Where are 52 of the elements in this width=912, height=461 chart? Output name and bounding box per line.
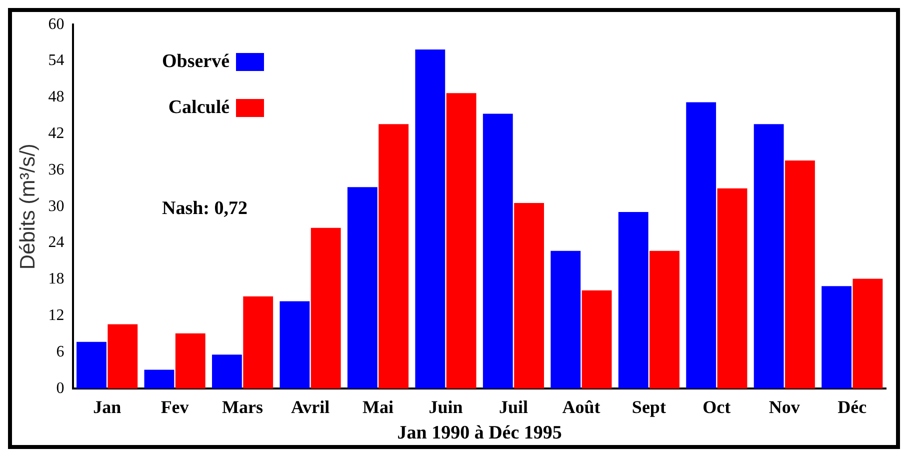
y-tick-label: 30 — [48, 198, 64, 215]
legend-label: Observé — [162, 51, 230, 73]
x-tick-label: Mai — [362, 397, 394, 418]
y-tick-label: 12 — [48, 307, 64, 324]
bar — [686, 102, 716, 389]
x-tick-label: Avril — [290, 397, 330, 418]
y-tick-label: 42 — [48, 125, 64, 142]
bar — [822, 286, 852, 389]
y-tick-label: 36 — [48, 161, 64, 178]
y-tick-label: 0 — [56, 380, 64, 397]
y-tick-label: 24 — [48, 234, 64, 252]
bar — [482, 114, 513, 389]
bar — [754, 124, 784, 389]
y-tick-label: 18 — [48, 270, 64, 288]
bar — [514, 202, 544, 389]
x-tick-label: Nov — [768, 397, 800, 418]
bar — [280, 301, 310, 389]
legend-label: Calculé — [168, 97, 230, 119]
bar — [144, 370, 174, 389]
x-tick-label: Juil — [498, 397, 528, 418]
y-tick-label: 54 — [48, 52, 64, 70]
bar — [550, 250, 581, 389]
y-tick-label: 6 — [56, 343, 64, 360]
x-tick-label: Juin — [428, 397, 463, 418]
y-tick-label: 48 — [48, 88, 64, 106]
bar — [852, 278, 883, 389]
x-tick-label: Fev — [160, 397, 189, 418]
bar — [310, 228, 341, 389]
bar — [243, 296, 274, 389]
x-tick-label: Août — [562, 397, 600, 418]
bar — [76, 342, 106, 389]
bar — [717, 188, 748, 389]
bar — [785, 160, 815, 389]
x-tick-label: Déc — [838, 397, 867, 418]
bar — [378, 124, 409, 389]
bar — [108, 324, 138, 389]
x-tick-label: Sept — [632, 397, 666, 418]
y-axis-title: Débits (m³/s/) — [16, 144, 40, 270]
bar — [650, 250, 680, 389]
y-tick-label: 60 — [48, 16, 64, 33]
x-tick-label: Oct — [702, 397, 731, 418]
x-axis-title: Jan 1990 à Déc 1995 — [397, 422, 562, 444]
bar — [347, 187, 378, 389]
x-tick-label: Jan — [93, 397, 122, 418]
bar — [446, 93, 476, 389]
annotation: Nash: 0,72 — [162, 198, 248, 220]
bar — [175, 333, 206, 389]
bar — [415, 49, 446, 389]
bar — [618, 212, 648, 389]
x-tick-label: Mars — [222, 397, 264, 418]
bar — [212, 354, 242, 389]
bar — [582, 290, 612, 389]
